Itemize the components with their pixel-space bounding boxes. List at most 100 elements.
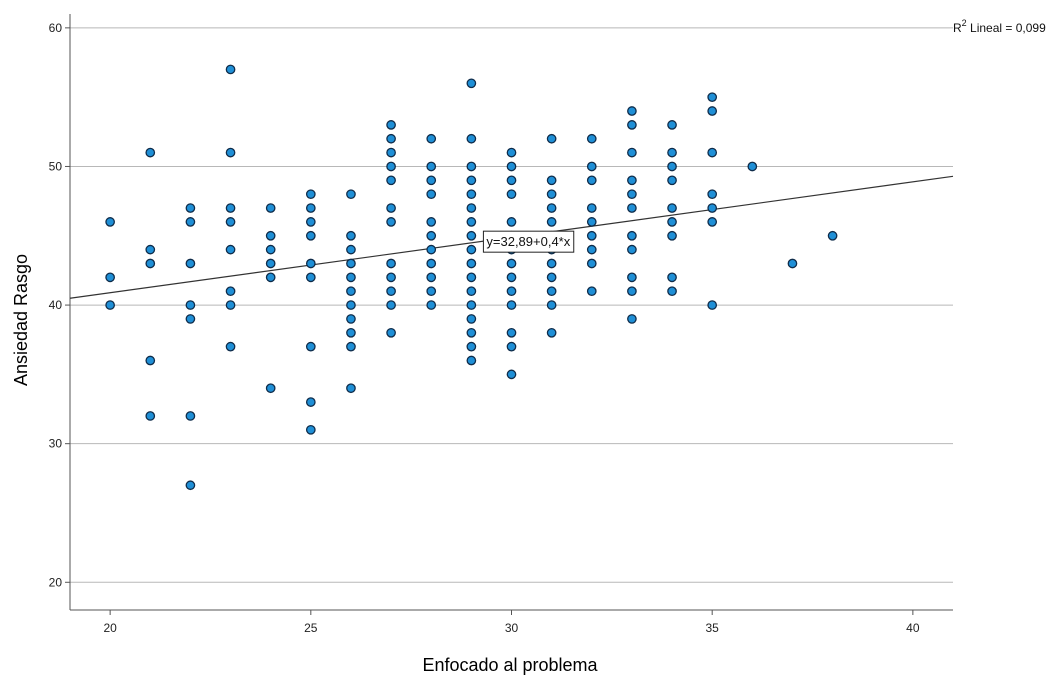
data-point — [586, 217, 597, 227]
data-point — [506, 286, 517, 297]
data-point — [305, 189, 316, 200]
data-point — [426, 258, 437, 269]
data-point — [305, 397, 316, 407]
data-point — [707, 189, 718, 200]
data-point — [627, 175, 637, 186]
data-point — [346, 300, 356, 310]
data-point — [225, 203, 236, 213]
data-point — [667, 286, 677, 297]
data-point — [667, 272, 677, 283]
data-point — [225, 147, 236, 158]
data-point — [185, 314, 196, 324]
data-point — [627, 314, 637, 324]
r-squared-symbol: R — [953, 21, 962, 35]
data-point — [105, 217, 115, 227]
data-point — [546, 203, 557, 213]
data-point — [225, 64, 236, 75]
data-point — [506, 272, 517, 283]
data-point — [185, 217, 196, 227]
data-point — [546, 300, 557, 310]
data-point — [466, 300, 477, 310]
data-point — [586, 258, 597, 269]
data-point — [586, 161, 597, 172]
data-point — [627, 147, 637, 158]
data-point — [346, 244, 356, 255]
data-point — [506, 175, 517, 186]
data-point — [346, 383, 356, 394]
data-point — [627, 106, 637, 116]
data-point — [346, 286, 356, 297]
data-point — [346, 230, 356, 241]
data-point — [627, 272, 637, 283]
data-point — [145, 411, 156, 421]
data-point — [466, 272, 477, 283]
data-point — [265, 272, 276, 283]
data-point — [707, 92, 718, 103]
data-point — [506, 189, 517, 200]
data-point — [506, 327, 517, 338]
data-point — [466, 203, 477, 213]
data-point — [426, 189, 437, 200]
data-point — [185, 300, 196, 310]
data-point — [627, 203, 637, 213]
data-point — [506, 369, 517, 380]
data-point — [225, 341, 236, 352]
data-point — [546, 133, 557, 144]
data-point — [466, 341, 477, 352]
data-point — [747, 161, 758, 172]
data-point — [546, 175, 557, 186]
data-point — [305, 217, 316, 227]
data-point — [466, 78, 477, 89]
data-point — [466, 189, 477, 200]
data-point — [426, 300, 437, 310]
data-point — [386, 161, 396, 172]
data-point — [346, 341, 356, 352]
data-point — [506, 300, 517, 310]
data-point — [145, 147, 156, 158]
data-point — [466, 133, 477, 144]
x-tick-label: 35 — [706, 621, 720, 635]
data-point — [305, 272, 316, 283]
data-point — [305, 424, 316, 435]
data-point — [225, 217, 236, 227]
data-point — [827, 230, 838, 241]
data-point — [466, 258, 477, 269]
data-point — [627, 286, 637, 297]
data-point — [426, 286, 437, 297]
regression-equation-label: y=32,89+0,4*x — [482, 230, 575, 253]
y-tick-label: 20 — [49, 575, 63, 589]
data-point — [426, 133, 437, 144]
data-point — [386, 203, 396, 213]
data-point — [305, 341, 316, 352]
data-point — [466, 327, 477, 338]
data-point — [546, 272, 557, 283]
data-point — [105, 272, 115, 283]
data-point — [426, 161, 437, 172]
data-point — [145, 258, 156, 269]
y-tick-label: 40 — [49, 298, 63, 312]
data-point — [586, 244, 597, 255]
x-tick-label: 40 — [906, 621, 920, 635]
data-point — [707, 147, 718, 158]
data-point — [466, 286, 477, 297]
data-point — [506, 217, 517, 227]
data-point — [346, 258, 356, 269]
data-point — [466, 175, 477, 186]
data-point — [185, 411, 196, 421]
data-point — [185, 480, 196, 491]
data-point — [667, 217, 677, 227]
data-point — [145, 355, 156, 366]
data-point — [546, 189, 557, 200]
data-point — [386, 327, 396, 338]
data-point — [707, 300, 718, 310]
data-point — [185, 203, 196, 213]
data-point — [386, 286, 396, 297]
x-tick-label: 25 — [304, 621, 318, 635]
data-point — [707, 217, 718, 227]
data-point — [426, 272, 437, 283]
data-point — [225, 300, 236, 310]
data-point — [667, 147, 677, 158]
data-point — [586, 230, 597, 241]
data-point — [586, 175, 597, 186]
y-tick-labels: 20 30 40 50 60 — [49, 21, 70, 589]
